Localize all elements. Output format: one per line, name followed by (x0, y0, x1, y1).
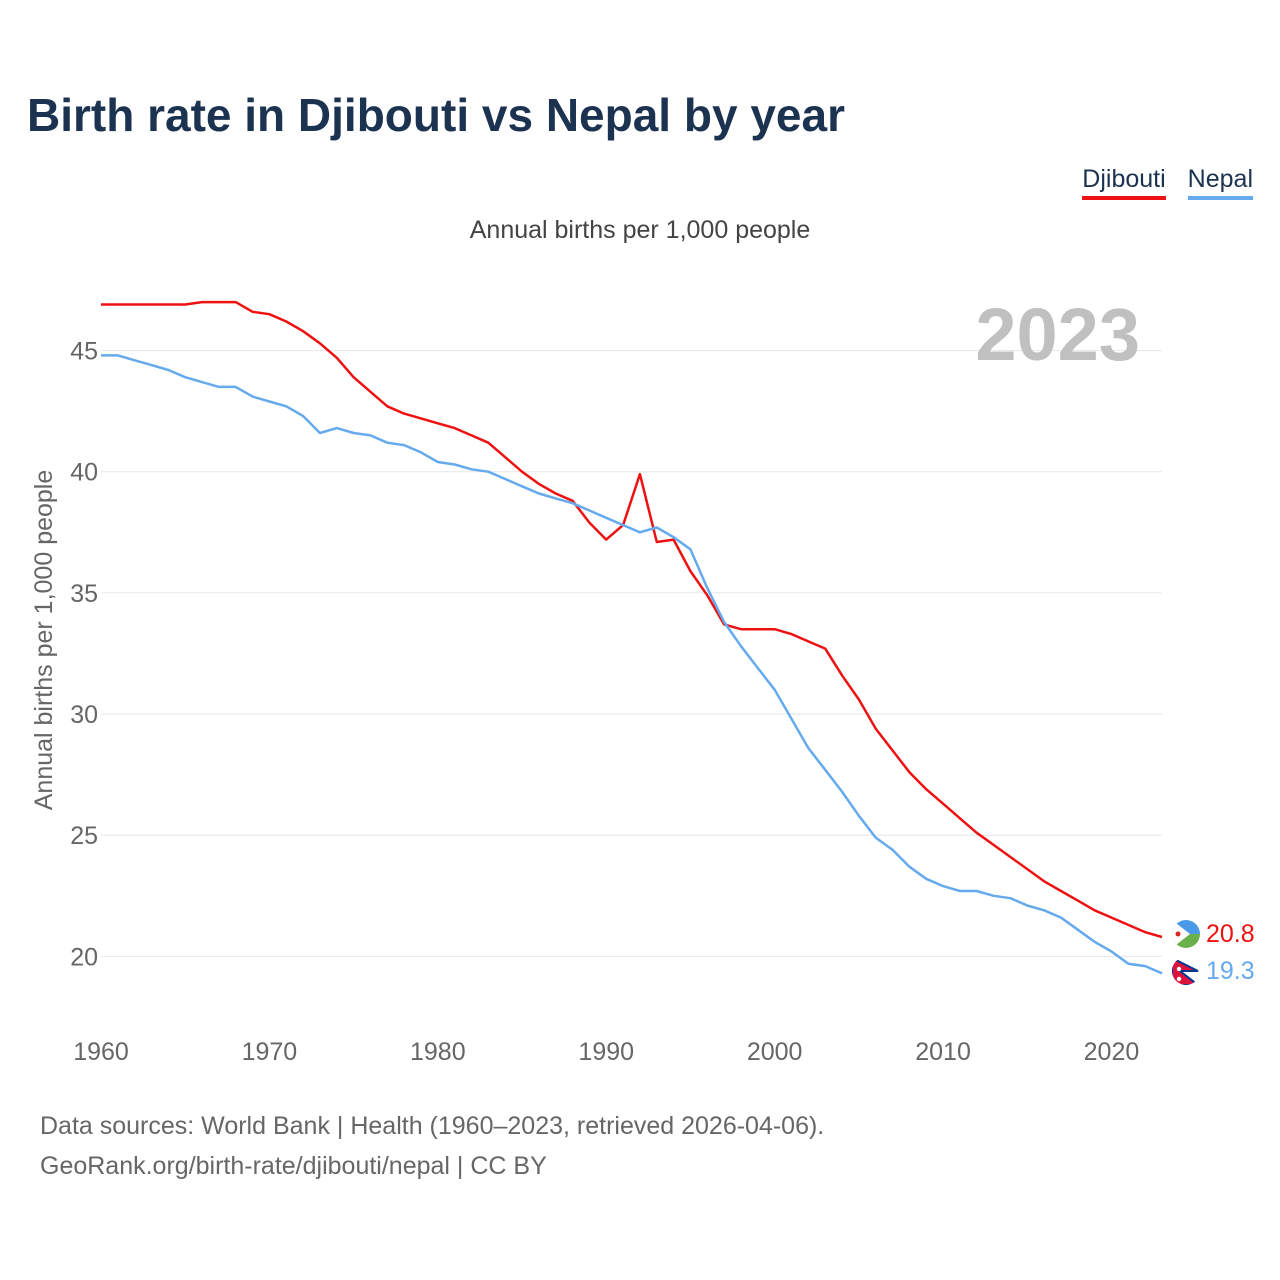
series-line-nepal[interactable] (101, 354, 1163, 975)
x-tick-label: 1990 (578, 1038, 634, 1066)
x-axis-ticks: 1960 1970 1980 1990 2000 2010 2020 (73, 1038, 1139, 1066)
y-tick-label: 35 (70, 580, 98, 608)
y-tick-label: 40 (70, 459, 98, 487)
y-axis-label: Annual births per 1,000 people (30, 470, 58, 811)
legend: Djibouti Nepal (1082, 165, 1253, 200)
year-watermark: 2023 (975, 293, 1140, 376)
grid-lines (101, 350, 1162, 957)
y-axis-ticks: 20 25 30 35 40 45 (70, 338, 98, 972)
series-lines (101, 300, 1163, 975)
x-tick-label: 2000 (747, 1038, 803, 1066)
nepal-flag-icon (1172, 957, 1200, 985)
chart-subtitle: Annual births per 1,000 people (469, 216, 811, 244)
djibouti-flag-icon (1172, 920, 1200, 948)
y-tick-label: 45 (70, 338, 98, 366)
data-source-text: Data sources: World Bank | Health (1960–… (40, 1112, 825, 1140)
legend-item-djibouti[interactable]: Djibouti (1082, 165, 1166, 200)
x-tick-label: 2010 (915, 1038, 971, 1066)
y-tick-label: 30 (70, 701, 98, 729)
y-tick-label: 20 (70, 943, 98, 971)
x-tick-label: 1980 (410, 1038, 466, 1066)
series-line-djibouti[interactable] (101, 300, 1163, 939)
legend-item-nepal[interactable]: Nepal (1187, 165, 1253, 200)
attribution-text: GeoRank.org/birth-rate/djibouti/nepal | … (40, 1152, 547, 1180)
x-tick-label: 1970 (242, 1038, 298, 1066)
footer: Data sources: World Bank | Health (1960–… (40, 1106, 824, 1186)
line-chart: 20 25 30 35 40 45 1960 1970 1980 1990 2000 2010 202… (30, 293, 1255, 1066)
end-value-nepal: 19.3 (1206, 957, 1255, 985)
end-markers (1172, 920, 1200, 985)
x-tick-label: 2020 (1084, 1038, 1140, 1066)
chart-title: Birth rate in Djibouti vs Nepal by year (27, 89, 845, 141)
y-tick-label: 25 (70, 822, 98, 850)
x-tick-label: 1960 (73, 1038, 129, 1066)
end-value-djibouti: 20.8 (1206, 920, 1255, 948)
